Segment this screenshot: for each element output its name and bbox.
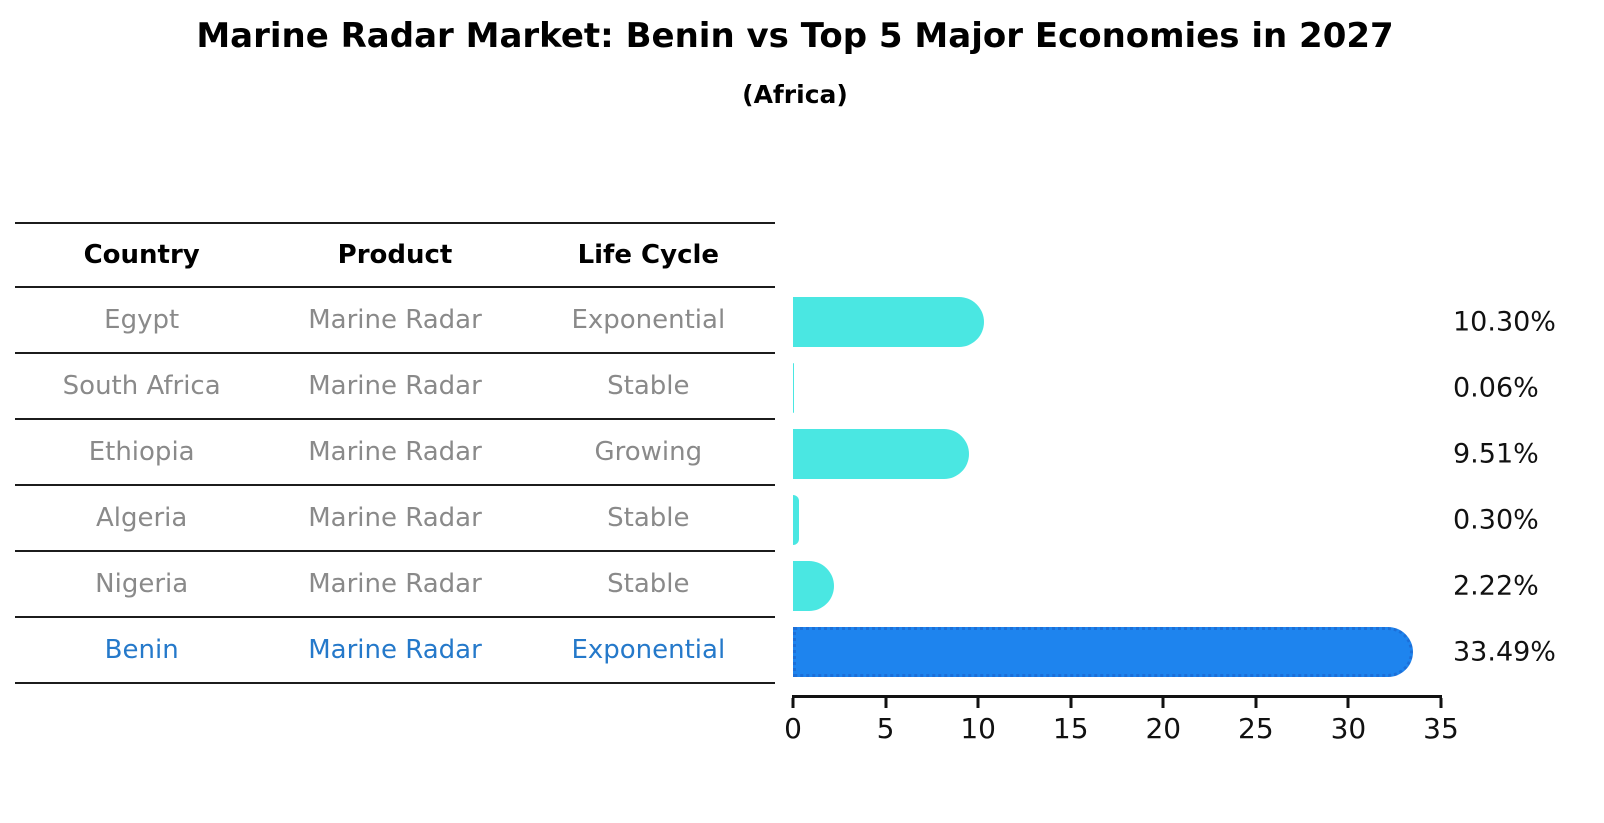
bar-chart-plot-area: 10.30% 0.06% 9.51% 0.30% 2.22% 33.49% bbox=[793, 289, 1556, 685]
bar-row-south-africa: 0.06% bbox=[793, 355, 1539, 421]
product-cell: Marine Radar bbox=[308, 635, 482, 665]
x-tick-label: 5 bbox=[876, 712, 895, 745]
country-cell: Ethiopia bbox=[88, 437, 195, 467]
x-tick-label: 35 bbox=[1423, 712, 1459, 745]
product-cell: Marine Radar bbox=[308, 569, 482, 599]
country-cell: Algeria bbox=[95, 503, 188, 533]
table-row-benin-highlighted: Benin Marine Radar Exponential bbox=[15, 618, 775, 684]
value-label: 10.30% bbox=[1453, 306, 1556, 338]
bar-row-egypt: 10.30% bbox=[793, 289, 1556, 355]
x-tick-label: 25 bbox=[1238, 712, 1274, 745]
bar-row-ethiopia: 9.51% bbox=[793, 421, 1539, 487]
x-tick-mark bbox=[1069, 698, 1073, 708]
product-cell: Marine Radar bbox=[308, 437, 482, 467]
x-tick-mark bbox=[1439, 698, 1443, 708]
lifecycle-cell: Stable bbox=[607, 569, 690, 599]
value-label: 9.51% bbox=[1453, 438, 1539, 470]
table-row: Algeria Marine Radar Stable bbox=[15, 486, 775, 552]
value-label: 0.06% bbox=[1453, 372, 1539, 404]
bar-nigeria bbox=[793, 561, 835, 611]
table-row: Ethiopia Marine Radar Growing bbox=[15, 420, 775, 486]
x-tick-mark bbox=[884, 698, 888, 708]
x-tick-label: 15 bbox=[1052, 712, 1089, 745]
lifecycle-cell: Exponential bbox=[571, 305, 726, 335]
x-tick-mark bbox=[1254, 698, 1258, 708]
x-tick-mark bbox=[976, 698, 980, 708]
product-cell: Marine Radar bbox=[308, 371, 482, 401]
lifecycle-cell: Stable bbox=[607, 371, 690, 401]
country-cell: Benin bbox=[104, 635, 179, 665]
x-tick-label: 10 bbox=[960, 712, 996, 745]
bar-egypt bbox=[793, 297, 984, 347]
x-axis-line bbox=[792, 695, 1442, 698]
table-header-row: Country Product Life Cycle bbox=[15, 222, 775, 288]
x-tick-label: 30 bbox=[1330, 712, 1367, 745]
lifecycle-cell: Stable bbox=[607, 503, 690, 533]
x-tick-label: 20 bbox=[1145, 712, 1182, 745]
value-label: 33.49% bbox=[1453, 636, 1556, 668]
value-label: 0.30% bbox=[1453, 504, 1539, 536]
country-cell: Egypt bbox=[104, 305, 180, 335]
bar-row-benin: 33.49% bbox=[793, 619, 1556, 685]
country-cell: Nigeria bbox=[95, 569, 189, 599]
table-header-lifecycle: Life Cycle bbox=[577, 240, 720, 270]
x-tick-mark bbox=[791, 698, 795, 708]
bar-row-algeria: 0.30% bbox=[793, 487, 1539, 553]
table-header-country: Country bbox=[83, 240, 200, 270]
value-label: 2.22% bbox=[1453, 570, 1539, 602]
product-cell: Marine Radar bbox=[308, 503, 482, 533]
lifecycle-cell: Exponential bbox=[571, 635, 726, 665]
x-axis-ticks: 0 5 10 15 20 25 30 35 bbox=[784, 698, 1459, 745]
bar-south-africa bbox=[793, 363, 795, 413]
table-row: South Africa Marine Radar Stable bbox=[15, 354, 775, 420]
country-table: Country Product Life Cycle Egypt Marine … bbox=[15, 222, 775, 684]
bar-benin-highlighted bbox=[793, 627, 1414, 677]
x-tick-mark bbox=[1346, 698, 1350, 708]
bar-row-nigeria: 2.22% bbox=[793, 553, 1539, 619]
x-tick-label: 0 bbox=[784, 712, 802, 745]
product-cell: Marine Radar bbox=[308, 305, 482, 335]
chart-subtitle: (Africa) bbox=[742, 80, 848, 109]
x-tick-mark bbox=[1161, 698, 1165, 708]
table-row: Nigeria Marine Radar Stable bbox=[15, 552, 775, 618]
bar-algeria bbox=[793, 495, 799, 545]
table-row: Egypt Marine Radar Exponential bbox=[15, 288, 775, 354]
bar-ethiopia bbox=[793, 429, 970, 479]
table-header-product: Product bbox=[337, 240, 453, 270]
country-cell: South Africa bbox=[62, 371, 221, 401]
lifecycle-cell: Growing bbox=[594, 437, 703, 467]
chart-title: Marine Radar Market: Benin vs Top 5 Majo… bbox=[196, 16, 1394, 56]
